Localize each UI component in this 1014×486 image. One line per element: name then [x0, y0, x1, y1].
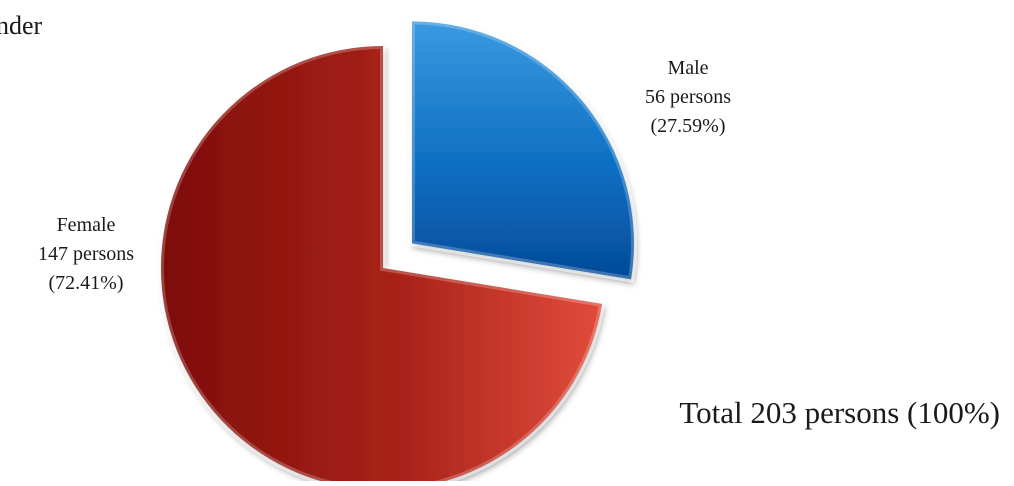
- female-name-label: Female: [57, 214, 116, 236]
- male-name-label: Male: [667, 57, 708, 79]
- pie-slice-female: [158, 42, 606, 486]
- slice-label-female: Female 147 persons (72.41%): [38, 214, 134, 294]
- pie-slice-male-shape: [411, 21, 634, 280]
- pie-slice-male-bevel: [408, 18, 637, 283]
- pie-slice-male: [408, 18, 637, 283]
- total-label: Total 203 persons (100%): [679, 395, 1000, 430]
- slice-label-male: Male 56 persons (27.59%): [645, 57, 731, 137]
- female-count-label: 147 persons: [38, 243, 134, 265]
- male-count-label: 56 persons: [645, 86, 731, 108]
- chart-title: nder: [0, 11, 43, 40]
- pie-slice-female-bevel: [158, 42, 606, 486]
- female-percent-label: (72.41%): [49, 272, 124, 294]
- pie-slices: [158, 18, 637, 486]
- male-percent-label: (27.59%): [651, 115, 726, 137]
